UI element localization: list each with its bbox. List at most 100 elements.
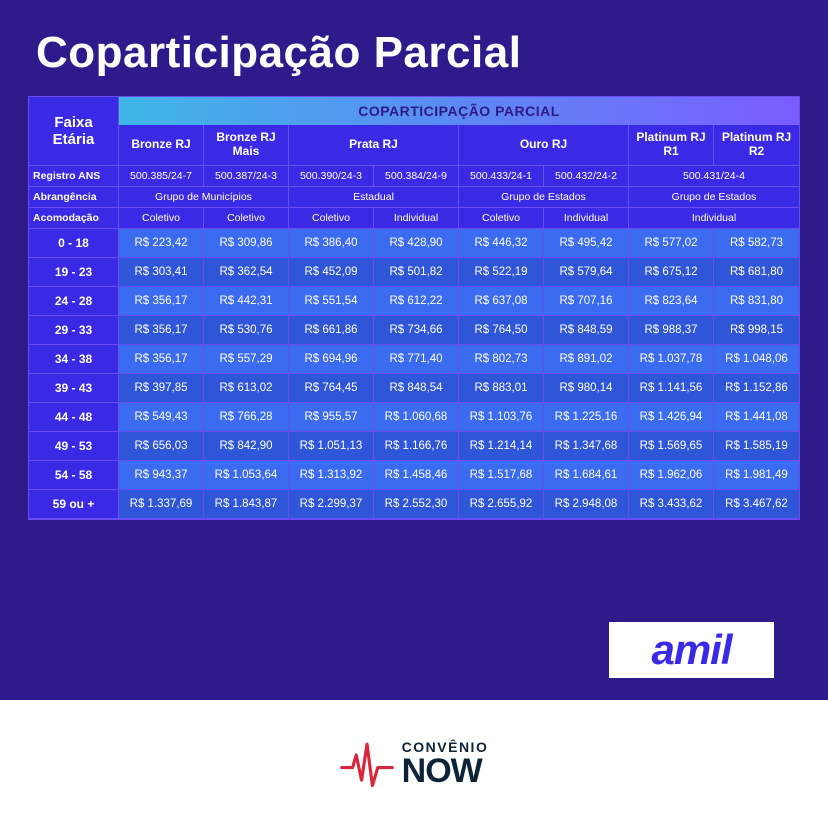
table-banner: COPARTICIPAÇÃO PARCIAL: [119, 97, 799, 125]
meta-cell: Coletivo: [204, 208, 289, 229]
price-cell: R$ 980,14: [544, 374, 629, 403]
price-cell: R$ 397,85: [119, 374, 204, 403]
table-row: 44 - 48R$ 549,43R$ 766,28R$ 955,57R$ 1.0…: [29, 403, 799, 432]
price-cell: R$ 656,03: [119, 432, 204, 461]
price-cell: R$ 831,80: [714, 287, 799, 316]
ekg-icon: [340, 737, 394, 791]
price-cell: R$ 613,02: [204, 374, 289, 403]
price-cell: R$ 1.037,78: [629, 345, 714, 374]
convenio-bot: NOW: [402, 755, 489, 787]
price-cell: R$ 848,54: [374, 374, 459, 403]
price-cell: R$ 764,50: [459, 316, 544, 345]
price-cell: R$ 1.053,64: [204, 461, 289, 490]
plan-header: Bronze RJ: [119, 125, 204, 166]
price-cell: R$ 707,16: [544, 287, 629, 316]
price-cell: R$ 1.458,46: [374, 461, 459, 490]
price-cell: R$ 3.433,62: [629, 490, 714, 519]
price-cell: R$ 551,54: [289, 287, 374, 316]
price-cell: R$ 579,64: [544, 258, 629, 287]
page-title: Coparticipação Parcial: [0, 0, 828, 96]
table-row: 59 ou +R$ 1.337,69R$ 1.843,87R$ 2.299,37…: [29, 490, 799, 519]
price-cell: R$ 637,08: [459, 287, 544, 316]
price-cell: R$ 988,37: [629, 316, 714, 345]
age-cell: 0 - 18: [29, 229, 119, 258]
price-cell: R$ 1.843,87: [204, 490, 289, 519]
price-cell: R$ 446,32: [459, 229, 544, 258]
price-cell: R$ 549,43: [119, 403, 204, 432]
price-cell: R$ 2.552,30: [374, 490, 459, 519]
price-cell: R$ 1.152,86: [714, 374, 799, 403]
price-cell: R$ 681,80: [714, 258, 799, 287]
price-cell: R$ 2.655,92: [459, 490, 544, 519]
price-cell: R$ 1.347,68: [544, 432, 629, 461]
price-cell: R$ 955,57: [289, 403, 374, 432]
meta-cell: 500.390/24-3: [289, 166, 374, 187]
price-cell: R$ 356,17: [119, 287, 204, 316]
price-cell: R$ 883,01: [459, 374, 544, 403]
age-cell: 49 - 53: [29, 432, 119, 461]
price-cell: R$ 802,73: [459, 345, 544, 374]
price-cell: R$ 943,37: [119, 461, 204, 490]
price-cell: R$ 1.060,68: [374, 403, 459, 432]
meta-cell: 500.433/24-1: [459, 166, 544, 187]
price-cell: R$ 428,90: [374, 229, 459, 258]
age-cell: 34 - 38: [29, 345, 119, 374]
table-row: 39 - 43R$ 397,85R$ 613,02R$ 764,45R$ 848…: [29, 374, 799, 403]
price-cell: R$ 661,86: [289, 316, 374, 345]
price-cell: R$ 1.166,76: [374, 432, 459, 461]
main-header: COPARTICIPAÇÃO PARCIAL Bronze RJBronze R…: [119, 97, 799, 166]
bottom-bar: CONVÊNIO NOW: [0, 700, 828, 828]
price-cell: R$ 675,12: [629, 258, 714, 287]
meta-cell: Individual: [629, 208, 799, 229]
price-cell: R$ 452,09: [289, 258, 374, 287]
price-cell: R$ 530,76: [204, 316, 289, 345]
price-cell: R$ 2.299,37: [289, 490, 374, 519]
meta-row: AbrangênciaGrupo de MunicípiosEstadualGr…: [29, 187, 799, 208]
price-cell: R$ 501,82: [374, 258, 459, 287]
meta-cell: Grupo de Estados: [629, 187, 799, 208]
plan-header: Prata RJ: [289, 125, 459, 166]
age-cell: 24 - 28: [29, 287, 119, 316]
table-row: 54 - 58R$ 943,37R$ 1.053,64R$ 1.313,92R$…: [29, 461, 799, 490]
price-cell: R$ 582,73: [714, 229, 799, 258]
meta-cell: 500.432/24-2: [544, 166, 629, 187]
meta-cell: Grupo de Municípios: [119, 187, 289, 208]
table-row: 34 - 38R$ 356,17R$ 557,29R$ 694,96R$ 771…: [29, 345, 799, 374]
age-cell: 29 - 33: [29, 316, 119, 345]
price-cell: R$ 998,15: [714, 316, 799, 345]
meta-cell: 500.387/24-3: [204, 166, 289, 187]
price-cell: R$ 891,02: [544, 345, 629, 374]
meta-cell: Individual: [544, 208, 629, 229]
price-cell: R$ 1.981,49: [714, 461, 799, 490]
price-cell: R$ 848,59: [544, 316, 629, 345]
meta-cell: Individual: [374, 208, 459, 229]
price-cell: R$ 612,22: [374, 287, 459, 316]
price-cell: R$ 1.225,16: [544, 403, 629, 432]
age-cell: 39 - 43: [29, 374, 119, 403]
price-cell: R$ 495,42: [544, 229, 629, 258]
plan-header: Ouro RJ: [459, 125, 629, 166]
table-row: 19 - 23R$ 303,41R$ 362,54R$ 452,09R$ 501…: [29, 258, 799, 287]
price-cell: R$ 522,19: [459, 258, 544, 287]
price-cell: R$ 1.214,14: [459, 432, 544, 461]
price-cell: R$ 842,90: [204, 432, 289, 461]
price-cell: R$ 734,66: [374, 316, 459, 345]
meta-cell: 500.385/24-7: [119, 166, 204, 187]
price-cell: R$ 1.962,06: [629, 461, 714, 490]
plan-header: Bronze RJ Mais: [204, 125, 289, 166]
meta-cell: 500.431/24-4: [629, 166, 799, 187]
meta-label: Abrangência: [29, 187, 119, 208]
price-cell: R$ 1.441,08: [714, 403, 799, 432]
meta-cell: Grupo de Estados: [459, 187, 629, 208]
price-cell: R$ 1.585,19: [714, 432, 799, 461]
plan-header: Platinum RJ R1: [629, 125, 714, 166]
amil-logo: amil: [609, 622, 774, 678]
price-cell: R$ 309,86: [204, 229, 289, 258]
table-row: 24 - 28R$ 356,17R$ 442,31R$ 551,54R$ 612…: [29, 287, 799, 316]
price-cell: R$ 1.141,56: [629, 374, 714, 403]
plan-row: Bronze RJBronze RJ MaisPrata RJOuro RJPl…: [119, 125, 799, 166]
age-cell: 59 ou +: [29, 490, 119, 519]
price-cell: R$ 766,28: [204, 403, 289, 432]
price-cell: R$ 356,17: [119, 345, 204, 374]
price-cell: R$ 1.684,61: [544, 461, 629, 490]
